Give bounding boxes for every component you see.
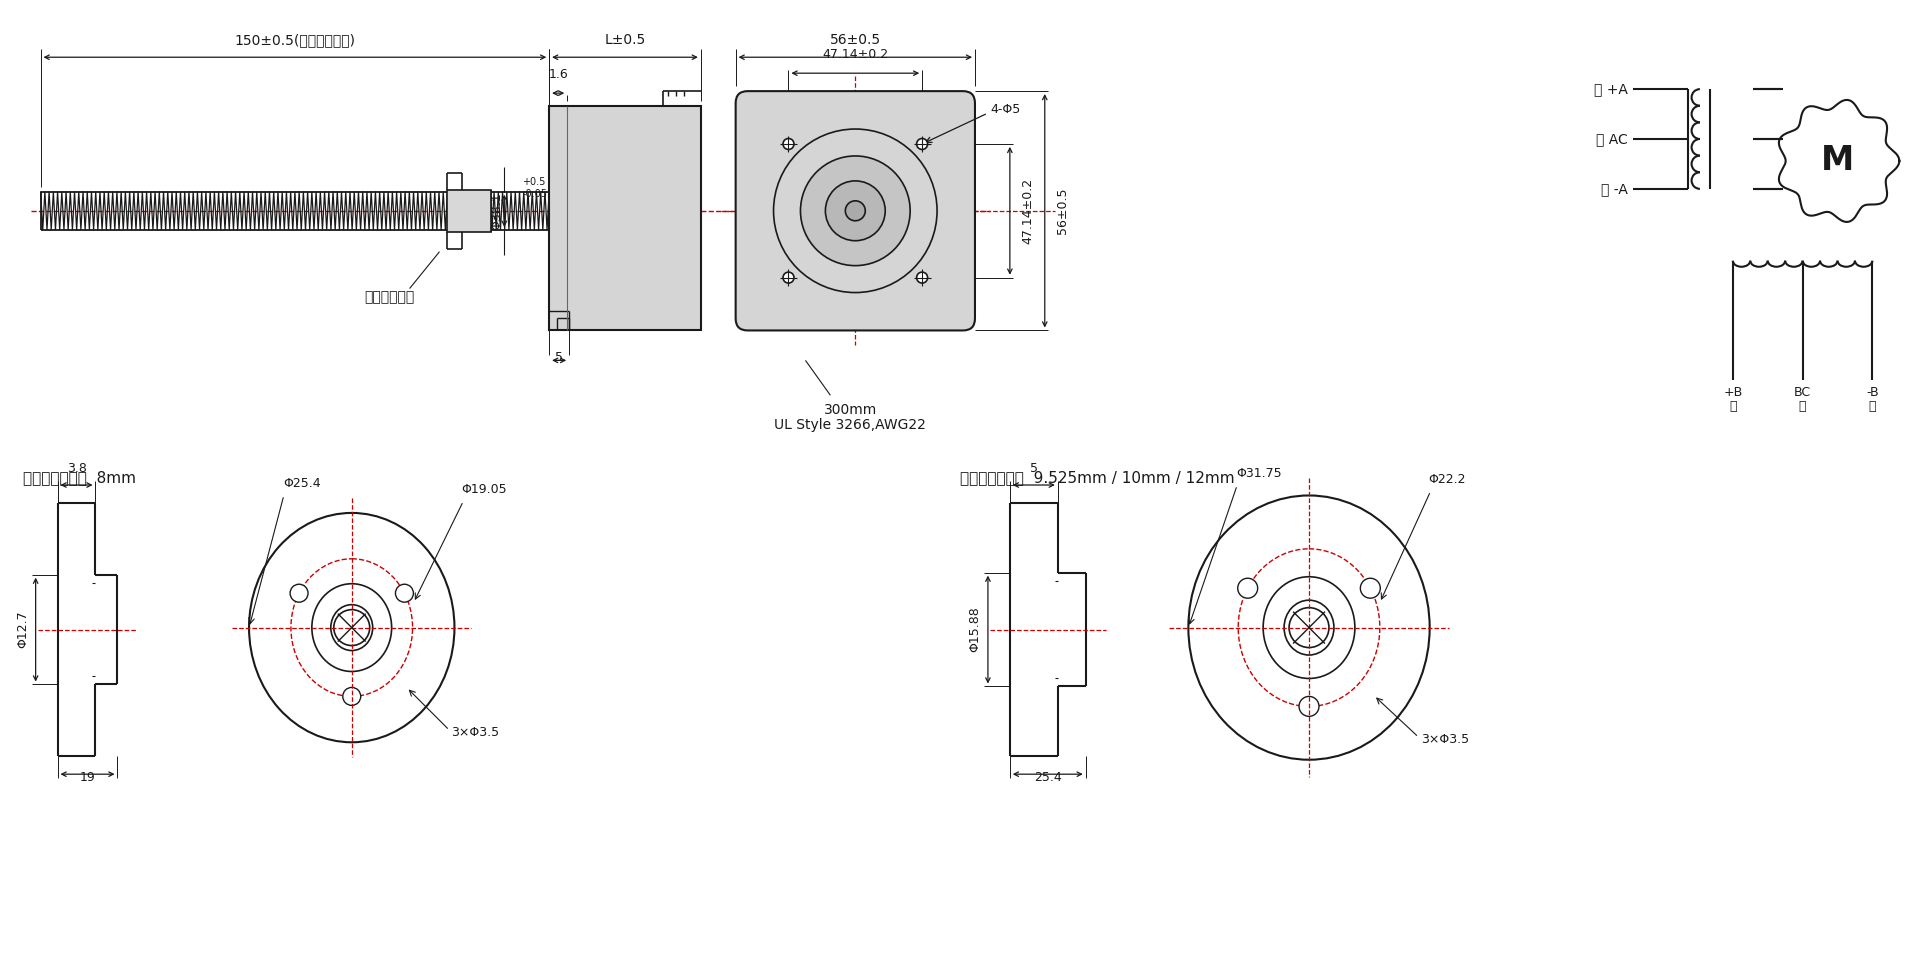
Text: BC: BC	[1794, 386, 1811, 399]
Text: 梯型丝杆直径：  8mm: 梯型丝杆直径： 8mm	[23, 470, 135, 485]
Text: Φ22.2: Φ22.2	[1428, 473, 1466, 486]
Text: 3.8: 3.8	[67, 462, 87, 475]
Circle shape	[1360, 578, 1380, 598]
Text: 56±0.5: 56±0.5	[831, 33, 881, 47]
Circle shape	[917, 272, 927, 283]
Circle shape	[846, 201, 865, 221]
Circle shape	[395, 585, 414, 602]
Text: 1.6: 1.6	[549, 68, 568, 81]
Text: +B: +B	[1723, 386, 1742, 399]
Text: Φ25.4: Φ25.4	[283, 477, 320, 490]
Text: 25.4: 25.4	[1035, 771, 1062, 784]
Ellipse shape	[1283, 600, 1333, 655]
Text: 47.14±0.2: 47.14±0.2	[823, 48, 888, 61]
Text: 5: 5	[555, 351, 563, 364]
Ellipse shape	[331, 605, 372, 651]
Bar	[447, 190, 491, 231]
Text: 150±0.5(可自定义长度): 150±0.5(可自定义长度)	[235, 33, 355, 47]
Text: 3×Φ3.5: 3×Φ3.5	[1420, 733, 1468, 746]
Text: 47.14±0.2: 47.14±0.2	[1021, 178, 1035, 244]
Text: 黑: 黑	[1869, 400, 1877, 413]
Circle shape	[773, 129, 937, 293]
Circle shape	[333, 610, 370, 645]
Text: 维: 维	[1729, 400, 1736, 413]
Text: +0.5: +0.5	[522, 177, 545, 186]
Text: 3×Φ3.5: 3×Φ3.5	[451, 726, 499, 739]
Ellipse shape	[1262, 577, 1355, 678]
Text: Φ12.7: Φ12.7	[15, 611, 29, 648]
Circle shape	[1237, 578, 1258, 598]
Text: 56±0.5: 56±0.5	[1056, 187, 1069, 234]
Text: 外部线性螺母: 外部线性螺母	[364, 291, 414, 305]
Text: -B: -B	[1865, 386, 1879, 399]
Ellipse shape	[249, 513, 455, 743]
Circle shape	[1289, 608, 1330, 647]
Circle shape	[782, 139, 794, 149]
Ellipse shape	[1189, 496, 1430, 759]
Circle shape	[291, 585, 308, 602]
Text: 红 +A: 红 +A	[1594, 82, 1628, 97]
Circle shape	[343, 687, 360, 706]
Ellipse shape	[312, 584, 391, 671]
Text: L±0.5: L±0.5	[605, 33, 646, 47]
Text: UL Style 3266,AWG22: UL Style 3266,AWG22	[775, 418, 927, 432]
Bar	[549, 106, 701, 331]
Text: M: M	[1821, 144, 1854, 178]
Text: 梯型丝杆直径：  9.525mm / 10mm / 12mm: 梯型丝杆直径： 9.525mm / 10mm / 12mm	[960, 470, 1235, 485]
Circle shape	[782, 272, 794, 283]
Text: 19: 19	[79, 771, 94, 784]
Text: 白 AC: 白 AC	[1596, 132, 1628, 146]
FancyBboxPatch shape	[736, 91, 975, 331]
Text: 黄: 黄	[1800, 400, 1806, 413]
Text: Φ15.88: Φ15.88	[969, 607, 981, 653]
Circle shape	[825, 181, 884, 241]
Text: -0.05: -0.05	[522, 188, 547, 199]
Text: Φ19.05: Φ19.05	[461, 483, 507, 496]
Text: 4-Φ5: 4-Φ5	[990, 102, 1019, 115]
Circle shape	[800, 156, 910, 265]
Text: Φ31.75: Φ31.75	[1237, 468, 1281, 480]
Text: 5: 5	[1029, 462, 1039, 475]
Text: Φ38.1: Φ38.1	[489, 192, 503, 229]
Text: 蓝 -A: 蓝 -A	[1601, 182, 1628, 196]
Text: 300mm: 300mm	[823, 403, 877, 417]
Circle shape	[917, 139, 927, 149]
Circle shape	[1299, 697, 1318, 716]
